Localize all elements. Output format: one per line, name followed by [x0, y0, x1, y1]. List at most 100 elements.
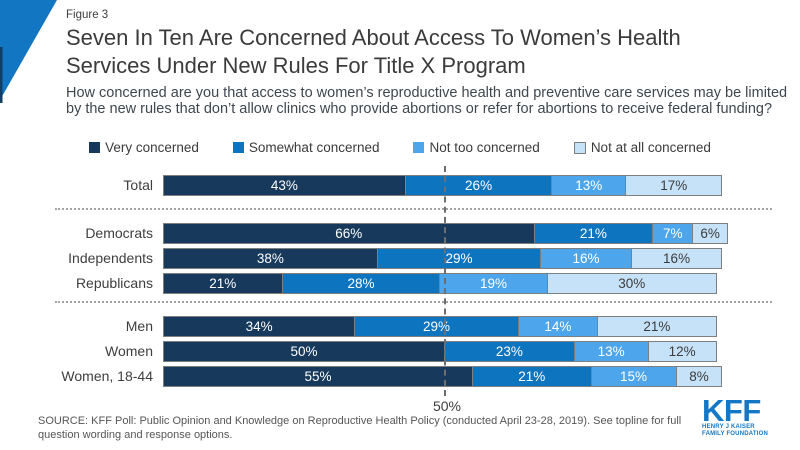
segment-value-label: 30% [618, 276, 646, 291]
chart-subtitle: How concerned are you that access to wom… [66, 85, 788, 117]
bar-segment: 7% [653, 224, 694, 243]
bar-segment: 26% [405, 176, 553, 195]
legend-swatch-icon [232, 142, 244, 153]
bar-segment: 15% [591, 367, 677, 386]
segment-value-label: 66% [335, 226, 363, 241]
bar-segment: 23% [444, 342, 575, 361]
category-label: Men [125, 318, 153, 334]
bar-segment: 12% [648, 342, 716, 361]
page-title: Seven In Ten Are Concerned About Access … [66, 25, 681, 78]
category-label: Republicans [75, 275, 153, 291]
stacked-bar-chart: Total 43% 26% 13% 17% Democrats 66% 21% 7% 6% Inde… [0, 175, 800, 391]
bar-track: 38% 29% 16% 16% [163, 248, 728, 269]
legend-item: Not too concerned [413, 140, 540, 155]
bar-segment: 19% [440, 274, 548, 293]
segment-value-label: 17% [660, 178, 688, 193]
legend-label: Somewhat concerned [248, 140, 380, 155]
bar-segment: 29% [355, 317, 519, 336]
bar-row: Women 50% 23% 13% 12% [0, 341, 800, 362]
bar-row: Women, 18-44 55% 21% 15% 8% [0, 366, 800, 387]
legend-swatch-icon [573, 141, 586, 154]
kff-logo-subtext-line2: FAMILY FOUNDATION [702, 431, 768, 437]
segment-value-label: 6% [700, 226, 720, 241]
reference-line-50pct [444, 166, 446, 396]
group-separator [55, 208, 772, 210]
legend-label: Not too concerned [429, 140, 540, 155]
reference-line-label: 50% [432, 398, 462, 414]
segment-value-label: 19% [480, 276, 508, 291]
bar-segment: 14% [518, 317, 599, 336]
source-note: SOURCE: KFF Poll: Public Opinion and Kno… [38, 415, 682, 441]
bar-segment: 21% [598, 317, 716, 336]
stacked-bar: 21% 28% 19% 30% [163, 273, 717, 294]
legend-swatch-icon [89, 142, 101, 153]
bar-segment: 28% [282, 274, 441, 293]
category-label: Women [105, 343, 153, 359]
bar-group: Men 34% 29% 14% 21% Women 50% 23% 13% 12% Women, 1… [0, 316, 800, 387]
segment-value-label: 28% [347, 276, 375, 291]
bar-row: Republicans 21% 28% 19% 30% [0, 273, 800, 294]
legend-label: Not at all concerned [590, 140, 711, 155]
bar-segment: 66% [164, 224, 535, 243]
category-label: Total [123, 177, 153, 193]
bar-segment: 6% [693, 224, 727, 243]
bar-segment: 17% [626, 176, 722, 195]
segment-value-label: 8% [689, 369, 709, 384]
bar-segment: 38% [164, 249, 378, 268]
segment-value-label: 55% [304, 369, 332, 384]
kff-logo: KFF HENRY J KAISER FAMILY FOUNDATION [702, 393, 768, 438]
bar-segment: 13% [552, 176, 627, 195]
bar-segment: 43% [164, 176, 406, 195]
bar-segment: 13% [574, 342, 649, 361]
kff-logo-subtext-line1: HENRY J KAISER [702, 424, 755, 430]
stacked-bar: 55% 21% 15% 8% [163, 366, 723, 387]
segment-value-label: 16% [572, 251, 600, 266]
bar-segment: 21% [472, 367, 592, 386]
bar-segment: 30% [547, 274, 716, 293]
bar-segment: 8% [676, 367, 722, 386]
chart-legend: Very concerned Somewhat concerned Not too … [0, 140, 800, 155]
segment-value-label: 21% [209, 276, 237, 291]
bar-track: 43% 26% 13% 17% [163, 175, 728, 196]
segment-value-label: 50% [290, 344, 318, 359]
category-label: Democrats [85, 225, 153, 241]
legend-item: Very concerned [89, 140, 199, 155]
segment-value-label: 23% [495, 344, 523, 359]
segment-value-label: 15% [620, 369, 648, 384]
legend-label: Very concerned [105, 140, 199, 155]
segment-value-label: 29% [423, 319, 451, 334]
bar-track: 50% 23% 13% 12% [163, 341, 728, 362]
bar-track: 55% 21% 15% 8% [163, 366, 728, 387]
bar-track: 21% 28% 19% 30% [163, 273, 728, 294]
bar-segment: 55% [164, 367, 473, 386]
segment-value-label: 21% [518, 369, 546, 384]
chart-header: Figure 3 Seven In Ten Are Concerned Abou… [66, 9, 796, 117]
bar-row: Men 34% 29% 14% 21% [0, 316, 800, 337]
legend-item: Not at all concerned [573, 140, 711, 155]
segment-value-label: 13% [575, 178, 603, 193]
segment-value-label: 29% [445, 251, 473, 266]
segment-value-label: 16% [663, 251, 691, 266]
bar-segment: 16% [541, 249, 632, 268]
stacked-bar: 38% 29% 16% 16% [163, 248, 723, 269]
bar-group: Total 43% 26% 13% 17% [0, 175, 800, 196]
figure-label: Figure 3 [66, 9, 109, 21]
bar-row: Democrats 66% 21% 7% 6% [0, 223, 800, 244]
legend-swatch-icon [413, 142, 425, 153]
segment-value-label: 21% [643, 319, 671, 334]
segment-value-label: 34% [245, 319, 273, 334]
legend-item: Somewhat concerned [232, 140, 380, 155]
stacked-bar: 34% 29% 14% 21% [163, 316, 717, 337]
stacked-bar: 43% 26% 13% 17% [163, 175, 723, 196]
bar-segment: 21% [534, 224, 654, 243]
segment-value-label: 43% [270, 178, 298, 193]
category-label: Women, 18-44 [61, 368, 153, 384]
segment-value-label: 12% [668, 344, 696, 359]
kff-logo-text: KFF [702, 393, 761, 428]
group-separator [55, 301, 772, 303]
segment-value-label: 7% [663, 226, 683, 241]
bar-segment: 21% [164, 274, 283, 293]
segment-value-label: 26% [465, 178, 493, 193]
category-label: Independents [68, 250, 153, 266]
bar-track: 34% 29% 14% 21% [163, 316, 728, 337]
